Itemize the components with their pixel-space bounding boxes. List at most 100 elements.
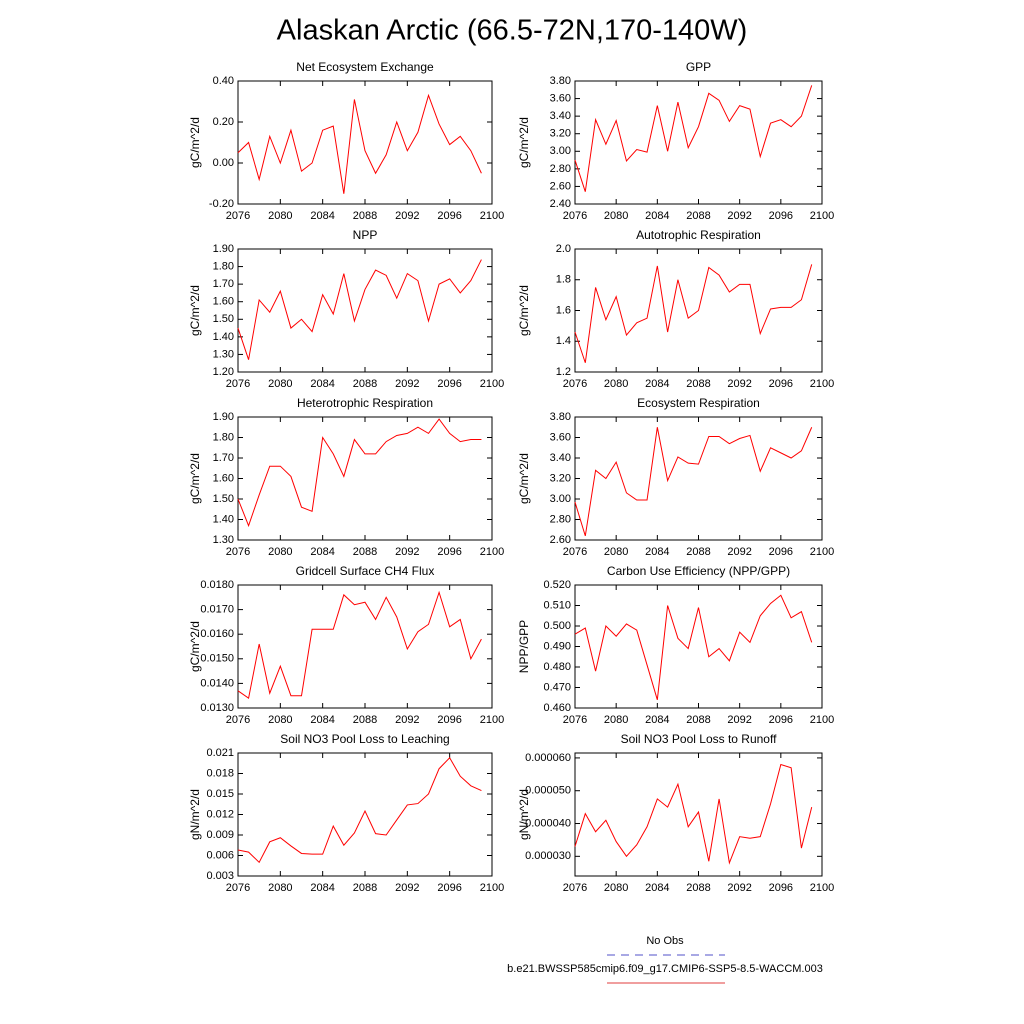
data-line: [574, 427, 813, 537]
panel-title: Autotrophic Respiration: [636, 228, 761, 242]
x-tick-label: 2088: [686, 546, 710, 558]
x-tick-label: 2096: [769, 714, 793, 726]
y-axis-label: gC/m^2/d: [517, 453, 531, 504]
y-axis-label: NPP/GPP: [517, 620, 531, 673]
panel-title: Net Ecosystem Exchange: [296, 60, 434, 74]
x-tick-label: 2084: [645, 882, 669, 894]
y-tick-label: 1.8: [556, 274, 571, 286]
panel-title: Ecosystem Respiration: [637, 396, 760, 410]
y-tick-label: 0.003: [206, 870, 234, 882]
y-tick-label: 0.510: [543, 599, 571, 611]
x-tick-label: 2080: [268, 882, 292, 894]
x-tick-label: 2096: [769, 210, 793, 222]
y-tick-label: 0.000060: [525, 752, 571, 764]
x-tick-label: 2092: [395, 546, 419, 558]
y-tick-label: 1.40: [213, 331, 234, 343]
x-tick-label: 2096: [769, 378, 793, 390]
plot-frame: [237, 80, 493, 205]
y-axis-label: gN/m^2/d: [517, 789, 531, 840]
x-tick-label: 2080: [604, 714, 628, 726]
x-tick-label: 2100: [810, 714, 834, 726]
x-tick-label: 2100: [480, 882, 504, 894]
figure-title: Alaskan Arctic (66.5-72N,170-140W): [277, 15, 748, 47]
x-tick-label: 2100: [480, 210, 504, 222]
y-tick-label: 0.500: [543, 620, 571, 632]
x-tick-label: 2080: [604, 882, 628, 894]
y-axis-label: gC/m^2/d: [188, 117, 202, 168]
panel-title: NPP: [353, 228, 378, 242]
y-axis-label: gC/m^2/d: [517, 285, 531, 336]
x-tick-label: 2092: [395, 210, 419, 222]
y-tick-label: 1.80: [213, 431, 234, 443]
y-tick-label: 1.70: [213, 278, 234, 290]
x-tick-label: 2088: [353, 714, 377, 726]
y-tick-label: 0.0130: [200, 702, 234, 714]
x-tick-label: 2084: [645, 378, 669, 390]
legend-label: No Obs: [646, 935, 684, 947]
x-tick-label: 2088: [353, 546, 377, 558]
y-tick-label: 0.000040: [525, 817, 571, 829]
x-tick-label: 2088: [686, 210, 710, 222]
x-tick-label: 2092: [395, 882, 419, 894]
data-line: [237, 259, 482, 360]
plot-frame: [574, 416, 823, 541]
x-tick-label: 2096: [437, 378, 461, 390]
x-tick-label: 2080: [268, 378, 292, 390]
y-tick-label: 2.80: [550, 513, 571, 525]
y-tick-label: 2.0: [556, 243, 571, 255]
data-line: [237, 590, 482, 700]
x-tick-label: 2080: [268, 546, 292, 558]
y-tick-label: 1.30: [213, 534, 234, 546]
x-tick-label: 2076: [226, 714, 250, 726]
x-tick-label: 2100: [810, 378, 834, 390]
x-tick-label: 2084: [645, 210, 669, 222]
y-tick-label: 1.50: [213, 493, 234, 505]
y-tick-label: 0.00: [213, 157, 234, 169]
y-tick-label: 2.60: [550, 534, 571, 546]
x-tick-label: 2092: [727, 378, 751, 390]
y-tick-label: 1.20: [213, 366, 234, 378]
x-tick-label: 2092: [727, 210, 751, 222]
y-tick-label: 3.80: [550, 75, 571, 87]
data-line: [237, 756, 482, 864]
plot-frame: [237, 416, 493, 541]
y-tick-label: 0.20: [213, 116, 234, 128]
panel-title: Soil NO3 Pool Loss to Leaching: [280, 732, 449, 746]
x-tick-label: 2100: [810, 210, 834, 222]
y-tick-label: 2.60: [550, 180, 571, 192]
data-line: [574, 85, 813, 192]
x-tick-label: 2076: [563, 546, 587, 558]
x-tick-label: 2088: [686, 378, 710, 390]
data-line: [237, 93, 482, 194]
panel-title: GPP: [686, 60, 711, 74]
x-tick-label: 2100: [480, 714, 504, 726]
y-tick-label: 3.60: [550, 431, 571, 443]
data-line: [574, 264, 813, 363]
x-tick-label: 2100: [810, 546, 834, 558]
y-tick-label: 0.480: [543, 661, 571, 673]
x-tick-label: 2080: [604, 546, 628, 558]
x-tick-label: 2096: [437, 882, 461, 894]
y-tick-label: 0.0170: [200, 604, 234, 616]
x-tick-label: 2076: [226, 378, 250, 390]
x-tick-label: 2084: [310, 882, 334, 894]
x-tick-label: 2084: [310, 210, 334, 222]
y-tick-label: 0.0180: [200, 579, 234, 591]
plot-frame: [237, 752, 493, 877]
y-tick-label: 1.60: [213, 472, 234, 484]
y-tick-label: 1.4: [556, 335, 571, 347]
x-tick-label: 2076: [226, 546, 250, 558]
y-tick-label: 1.90: [213, 411, 234, 423]
y-tick-label: 0.460: [543, 702, 571, 714]
x-tick-label: 2092: [395, 714, 419, 726]
y-tick-label: 0.0140: [200, 677, 234, 689]
plot-frame: [574, 752, 823, 877]
x-tick-label: 2088: [353, 882, 377, 894]
y-tick-label: 1.30: [213, 348, 234, 360]
x-tick-label: 2088: [353, 210, 377, 222]
x-tick-label: 2084: [310, 546, 334, 558]
x-tick-label: 2088: [686, 714, 710, 726]
x-tick-label: 2088: [686, 882, 710, 894]
x-tick-label: 2096: [437, 210, 461, 222]
